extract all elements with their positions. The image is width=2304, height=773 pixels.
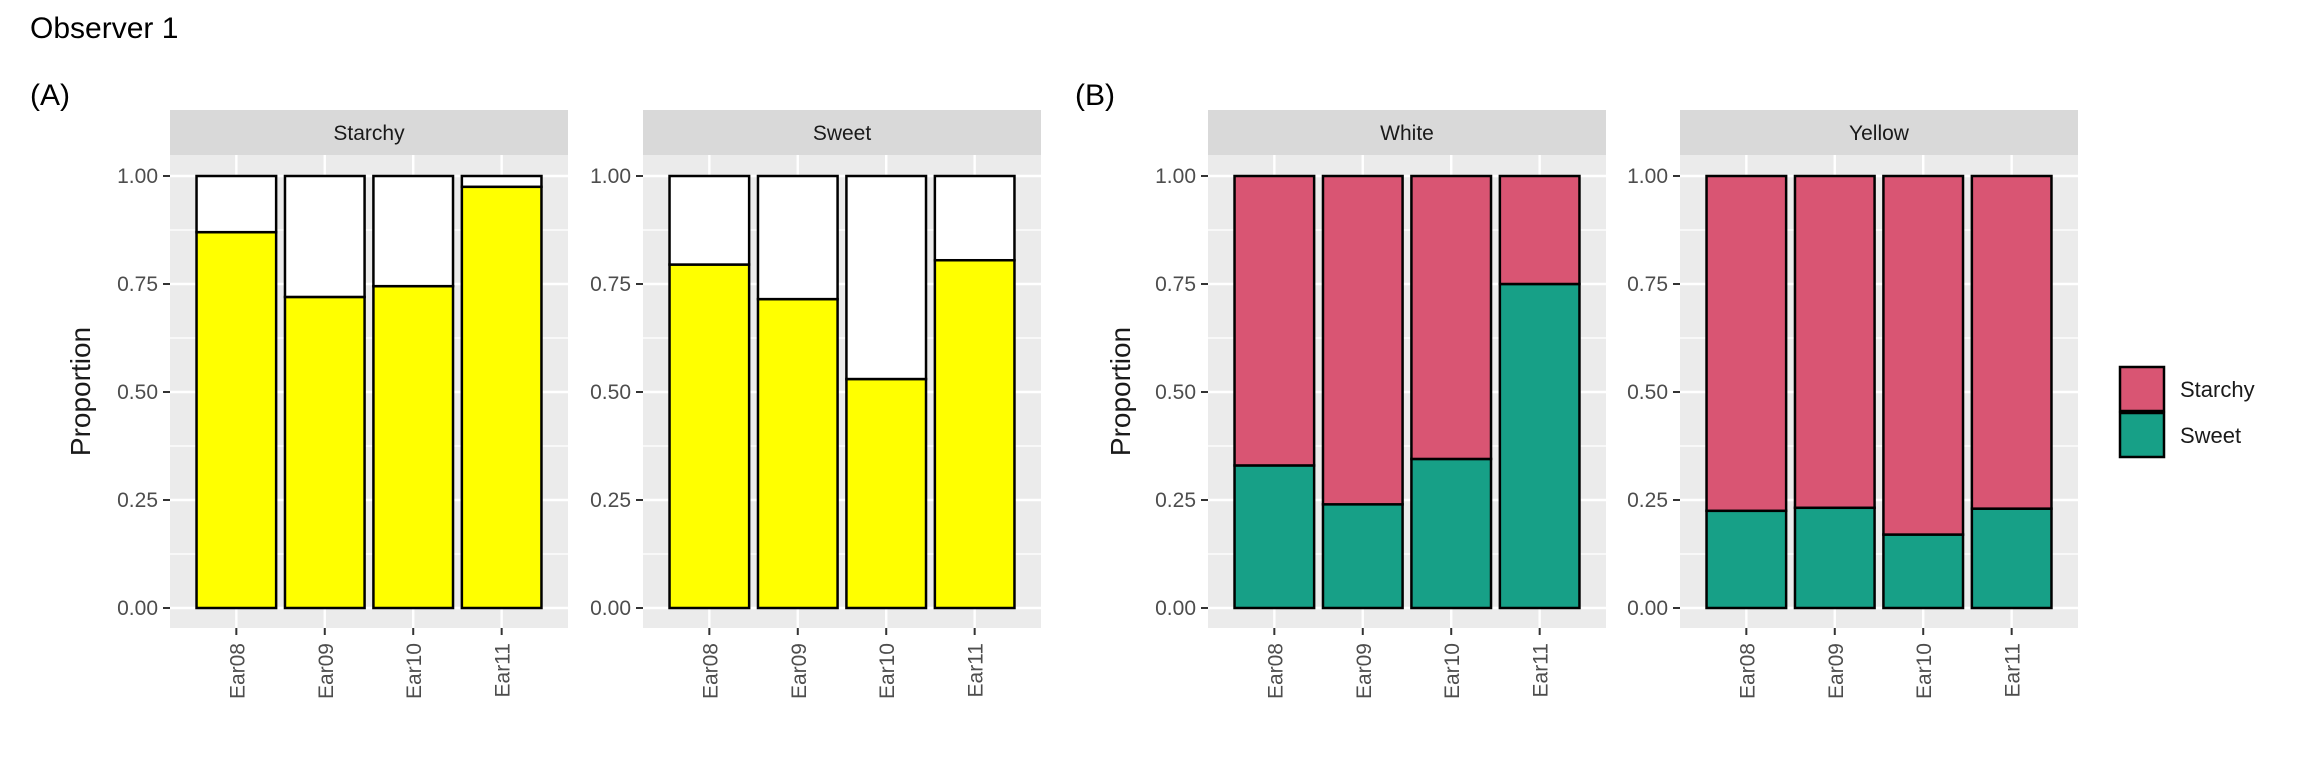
x-tick-label: Ear08 [699, 643, 722, 699]
bar-segment-ear11-sweet [1498, 282, 1581, 610]
bar-segment-ear11-s0 [933, 258, 1016, 610]
x-tick-label: Ear11 [965, 643, 988, 697]
x-tick-label: Ear09 [1825, 643, 1848, 699]
bar-segment-ear10-sweet [1882, 533, 1965, 610]
figure-title: Observer 1 [30, 12, 178, 45]
facet-strip-label: White [1380, 122, 1434, 145]
panel-a-label: (A) [30, 79, 70, 112]
bar-segment-ear11-s1 [460, 174, 543, 189]
legend-label-starchy: Starchy [2180, 377, 2255, 402]
bar-segment-ear08-sweet [1705, 509, 1788, 610]
facet-strip [643, 110, 1041, 155]
x-tick-label: Ear08 [226, 643, 249, 699]
bar-segment-ear09-sweet [1321, 503, 1404, 610]
x-tick-label: Ear10 [876, 643, 899, 699]
legend-key-sweet [2118, 411, 2166, 459]
facet-strip [1208, 110, 1606, 155]
bar-segment-ear10-s1 [845, 174, 928, 381]
facet-sweet: Sweet Ear08 Ear09 Ear10 Ear11 0.00 0.25 0.50 0.7… [590, 110, 1041, 699]
bar-segment-ear09-s1 [283, 174, 366, 299]
x-tick-label: Ear11 [1530, 643, 1553, 697]
bar-segment-ear08-s1 [668, 174, 751, 266]
y-tick-label: 0.50 [1627, 381, 1668, 404]
y-tick-label: 0.50 [117, 381, 158, 404]
bar-segment-ear11-sweet [1970, 507, 2053, 610]
y-tick-label: 1.00 [1155, 165, 1196, 188]
y-tick-label: 0.00 [590, 597, 631, 620]
bar-segment-ear09-s1 [756, 174, 839, 301]
facet-white: White Ear08 Ear09 Ear10 Ear11 0.00 0.25 0.50 0.7… [1155, 110, 1606, 699]
y-tick-label: 0.25 [1155, 489, 1196, 512]
y-axis-title: Proportion [1105, 327, 1136, 456]
y-tick-label: 1.00 [117, 165, 158, 188]
bar-segment-ear11-s1 [933, 174, 1016, 262]
y-tick-label: 0.25 [1627, 489, 1668, 512]
bar-segment-ear11-s0 [460, 185, 543, 610]
y-tick-label: 1.00 [590, 165, 631, 188]
facet-strip-label: Starchy [333, 122, 405, 145]
facet-strip [1680, 110, 2078, 155]
chart-B: Proportion White Ear08 Ear09 Ear10 Ear11 0.00 0… [1105, 110, 2078, 699]
bar-segment-ear11-starchy [1970, 174, 2053, 510]
bar-segment-ear08-s1 [195, 174, 278, 234]
bar-segment-ear10-starchy [1882, 174, 1965, 536]
bar-segment-ear08-starchy [1233, 174, 1316, 467]
legend: Starchy Sweet [2118, 365, 2255, 459]
plots: Proportion Starchy Ear08 Ear09 Ear10 Ear11 0.0… [65, 110, 2078, 699]
bar-segment-ear08-sweet [1233, 464, 1316, 610]
legend-key-starchy [2118, 365, 2166, 413]
x-tick-label: Ear09 [315, 643, 338, 699]
y-tick-label: 0.00 [1155, 597, 1196, 620]
bar-segment-ear08-s0 [668, 263, 751, 610]
y-axis-title: Proportion [65, 327, 96, 456]
y-tick-label: 0.25 [590, 489, 631, 512]
y-tick-label: 0.25 [117, 489, 158, 512]
facet-strip-label: Yellow [1849, 122, 1910, 145]
bar-segment-ear10-s0 [372, 284, 455, 610]
x-tick-label: Ear11 [492, 643, 515, 697]
legend-label-sweet: Sweet [2180, 423, 2241, 448]
bar-segment-ear09-s0 [756, 297, 839, 610]
bar-segment-ear10-starchy [1410, 174, 1493, 461]
x-tick-label: Ear11 [2002, 643, 2025, 697]
x-tick-label: Ear08 [1264, 643, 1287, 699]
x-tick-label: Ear08 [1736, 643, 1759, 699]
y-tick-label: 0.00 [1627, 597, 1668, 620]
x-tick-label: Ear09 [788, 643, 811, 699]
bar-segment-ear09-starchy [1321, 174, 1404, 506]
bar-segment-ear09-starchy [1793, 174, 1876, 510]
bar-segment-ear08-s0 [195, 230, 278, 610]
bar-segment-ear11-starchy [1498, 174, 1581, 286]
x-tick-label: Ear09 [1353, 643, 1376, 699]
y-tick-label: 0.75 [117, 273, 158, 296]
bar-segment-ear09-sweet [1793, 506, 1876, 610]
facet-starchy: Starchy Ear08 Ear09 Ear10 Ear11 0.00 0.25 0.50 0… [117, 110, 568, 699]
y-tick-label: 0.00 [117, 597, 158, 620]
bar-segment-ear10-s1 [372, 174, 455, 288]
facet-yellow: Yellow Ear08 Ear09 Ear10 Ear11 0.00 0.25 0.50 0.… [1627, 110, 2078, 699]
facet-strip [170, 110, 568, 155]
bar-segment-ear10-s0 [845, 377, 928, 610]
y-tick-label: 0.50 [590, 381, 631, 404]
chart-A: Proportion Starchy Ear08 Ear09 Ear10 Ear11 0.0… [65, 110, 1041, 699]
panel-b-label: (B) [1075, 79, 1115, 112]
bar-segment-ear10-sweet [1410, 457, 1493, 610]
y-tick-label: 0.75 [1155, 273, 1196, 296]
x-tick-label: Ear10 [1913, 643, 1936, 699]
x-tick-label: Ear10 [1441, 643, 1464, 699]
facet-strip-label: Sweet [813, 122, 872, 145]
bar-segment-ear09-s0 [283, 295, 366, 610]
x-tick-label: Ear10 [403, 643, 426, 699]
y-tick-label: 0.50 [1155, 381, 1196, 404]
bar-segment-ear08-starchy [1705, 174, 1788, 513]
y-tick-label: 0.75 [590, 273, 631, 296]
y-tick-label: 0.75 [1627, 273, 1668, 296]
y-tick-label: 1.00 [1627, 165, 1668, 188]
